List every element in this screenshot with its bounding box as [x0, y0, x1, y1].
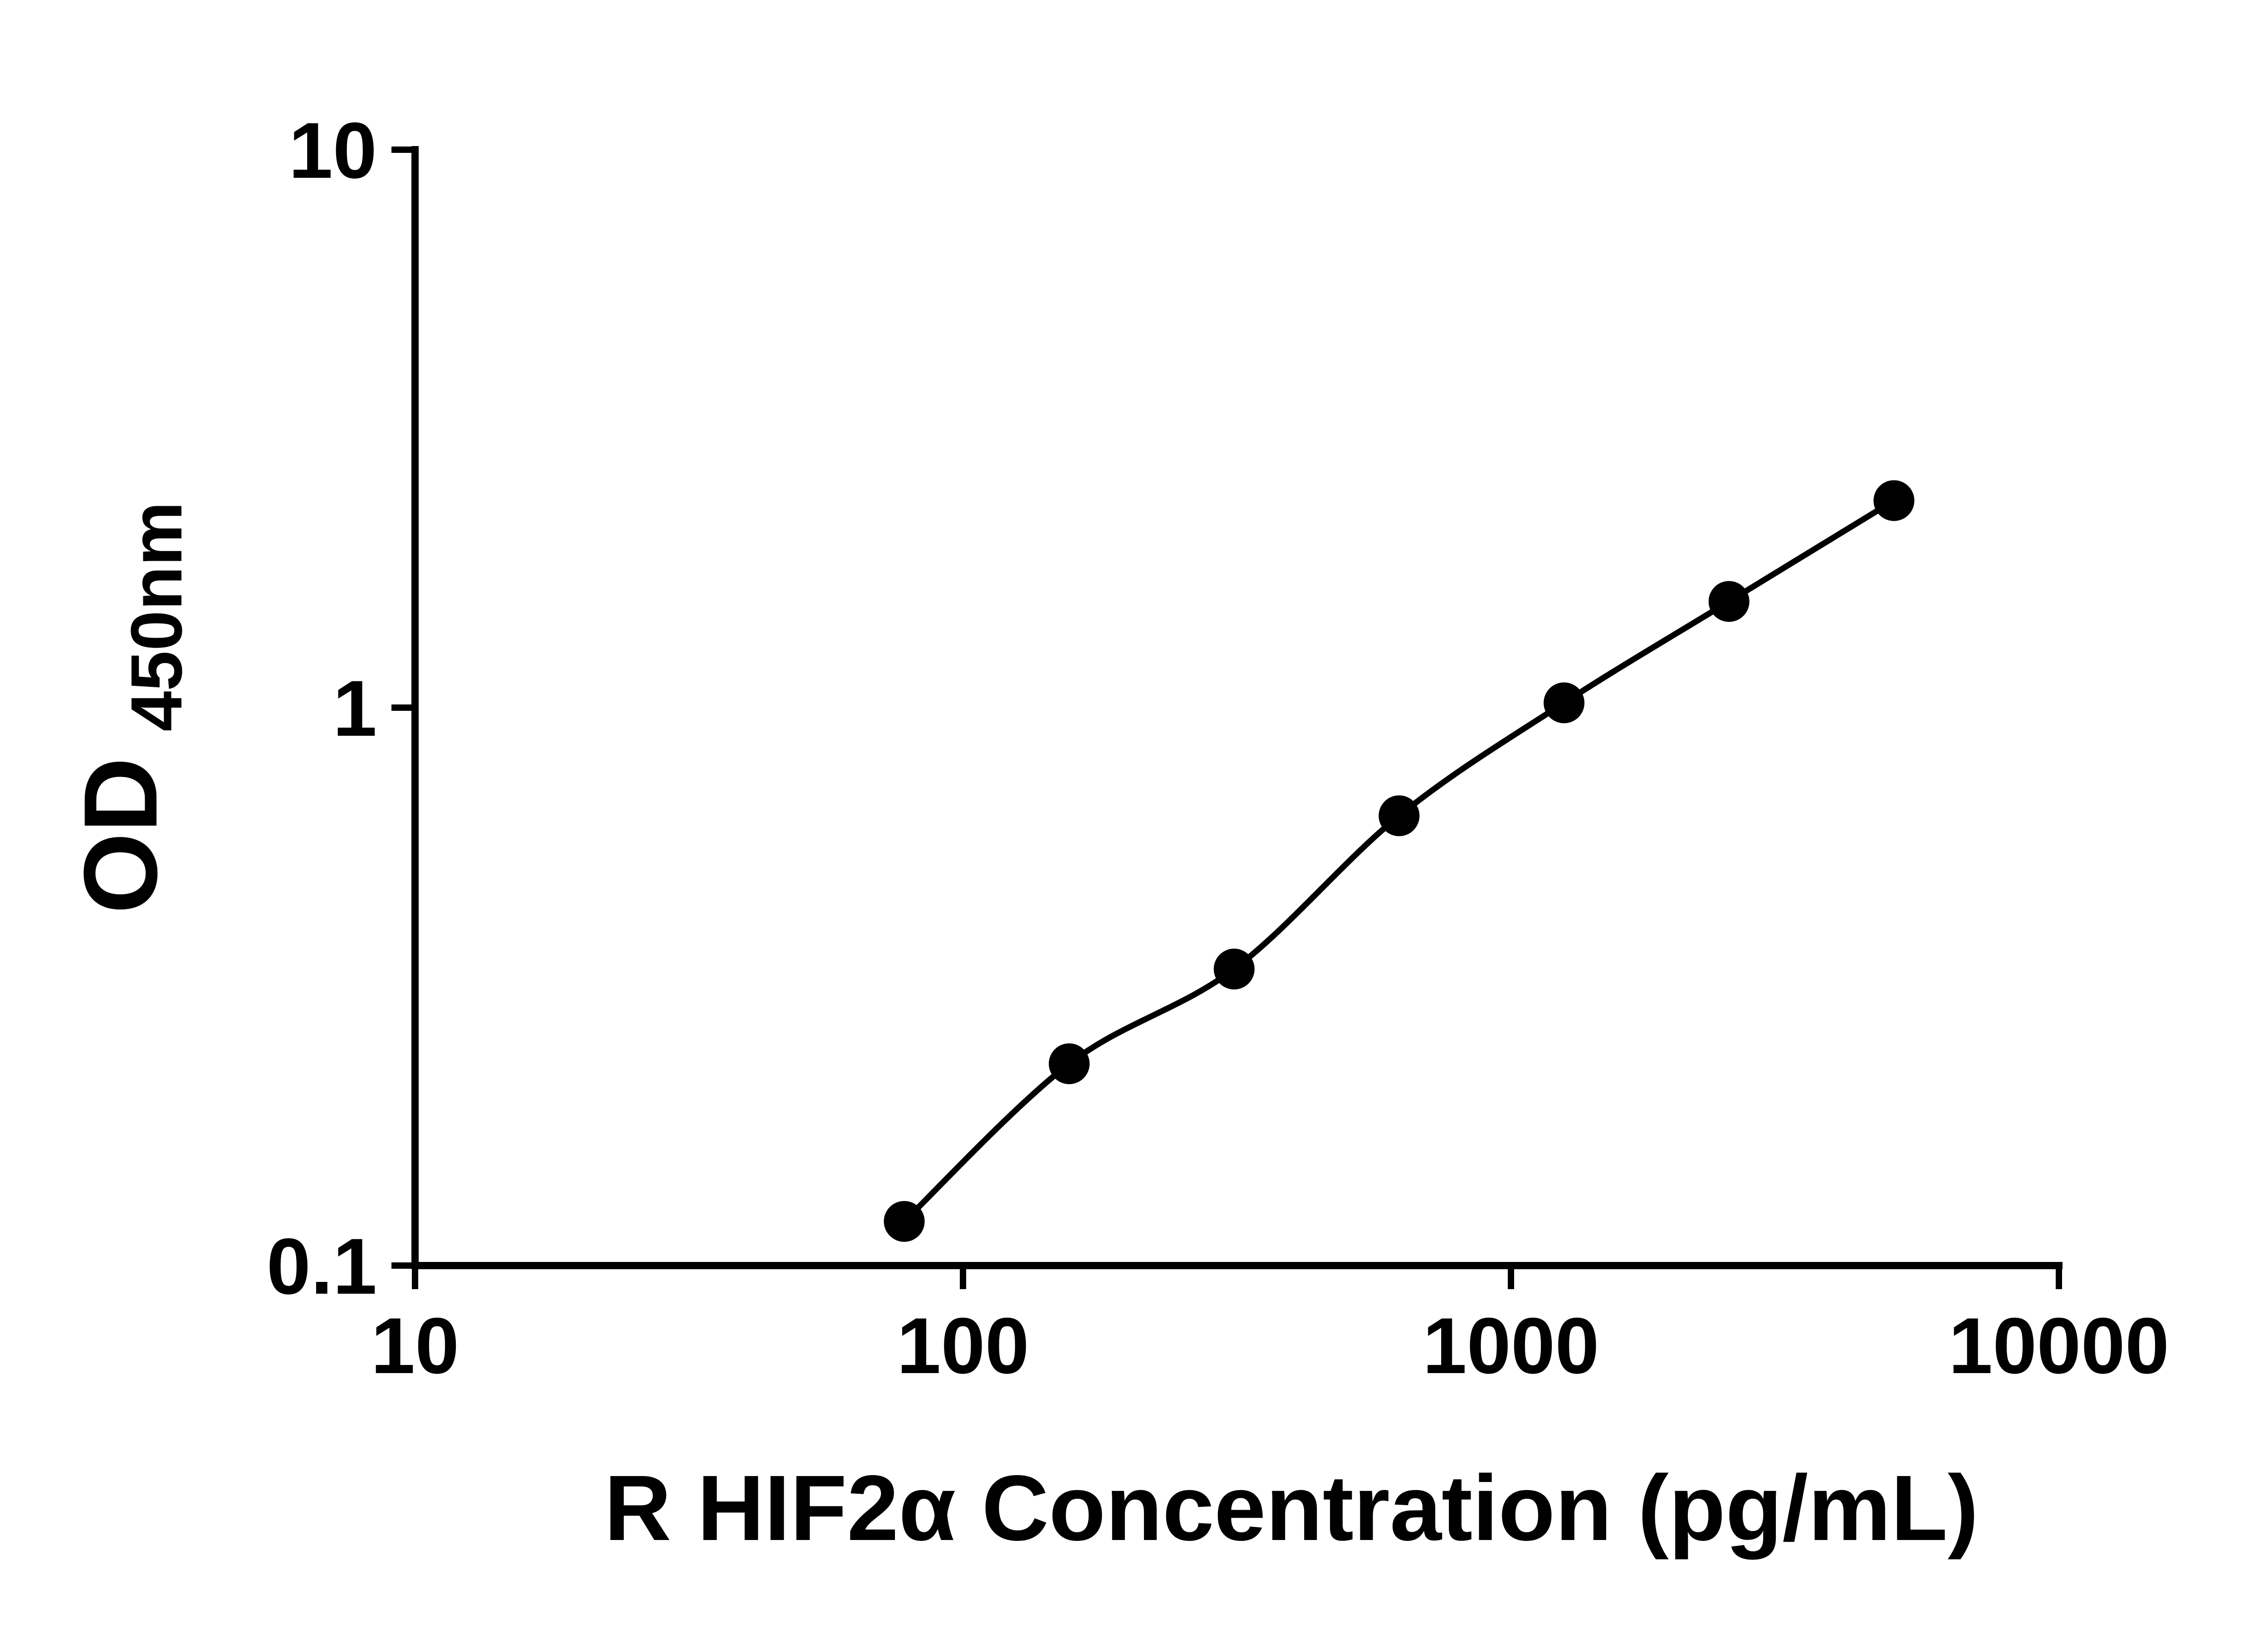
y-axis-ticks: 10 1 0.1 — [267, 107, 415, 1311]
x-tick-label: 100 — [897, 1302, 1029, 1390]
data-point-marker — [1049, 1043, 1090, 1085]
data-point-marker — [884, 1201, 925, 1242]
data-points — [884, 480, 1915, 1242]
y-axis-title-main: OD — [62, 757, 179, 914]
x-tick-label: 10000 — [1949, 1302, 2170, 1390]
x-tick-label: 1000 — [1422, 1302, 1599, 1390]
data-point-marker — [1873, 480, 1915, 521]
data-point-marker — [1213, 949, 1255, 990]
y-tick-label: 1 — [333, 665, 377, 753]
data-point-marker — [1544, 682, 1585, 724]
y-tick-label: 10 — [288, 107, 377, 195]
x-tick-label: 10 — [371, 1302, 459, 1390]
y-axis-title: OD 450nm — [62, 502, 197, 914]
x-axis-ticks: 10 100 1000 10000 — [371, 1266, 2170, 1390]
data-point-marker — [1708, 581, 1750, 622]
plot-area: 10 100 1000 10000 10 1 0.1 R HIF2α Concentrat… — [62, 107, 2169, 1560]
x-axis-title: R HIF2α Concentration (pg/mL) — [604, 1456, 1979, 1560]
data-point-marker — [1378, 795, 1420, 836]
y-axis-title-subscript: 450nm — [116, 502, 197, 732]
y-tick-label: 0.1 — [267, 1222, 377, 1311]
